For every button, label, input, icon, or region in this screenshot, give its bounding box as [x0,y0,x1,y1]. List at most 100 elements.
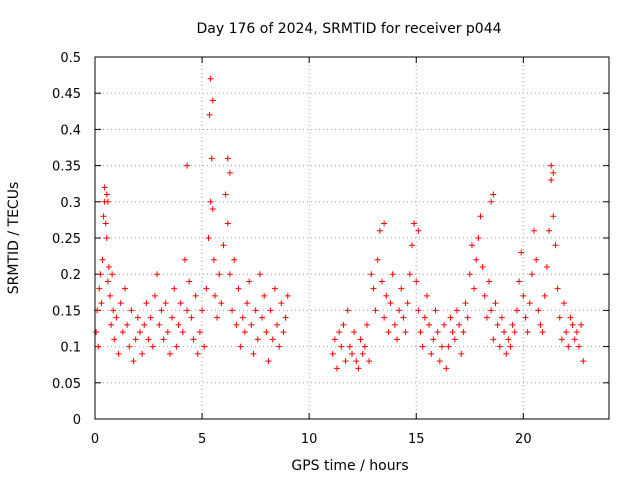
data-point [370,285,377,292]
data-point [432,307,439,314]
data-point [145,336,152,343]
data-point [98,300,105,307]
y-tick-label: 0.4 [60,123,81,138]
data-point [578,321,585,328]
data-point [175,321,182,328]
data-point [111,336,118,343]
data-point [199,307,206,314]
data-point [103,235,110,241]
data-point [528,271,535,278]
y-tick-label: 0 [73,413,81,428]
data-point [235,285,242,292]
data-point [477,213,484,220]
data-point [113,314,120,321]
data-point [505,336,512,343]
data-point [149,343,156,350]
data-point [372,307,379,314]
data-point [267,307,274,314]
data-point [490,336,497,343]
data-point [246,278,253,285]
data-point [95,343,102,350]
data-point [342,358,349,365]
data-point [558,336,565,343]
data-point [580,358,587,365]
data-point [520,292,527,299]
y-tick-label: 0.1 [60,341,81,356]
data-point [430,336,437,343]
data-point [408,242,415,249]
data-point [188,314,195,321]
axis-ticks: 0 0.05 0.1 0.15 0.2 0.25 0.3 0.35 0.4 0.45 0.5 0 5 10… [52,51,609,447]
data-point [269,336,276,343]
data-point [97,271,104,278]
x-axis-label: GPS time / hours [291,458,408,474]
data-point [99,256,106,263]
data-point [366,358,373,365]
data-point [151,292,158,299]
data-point [550,169,557,176]
data-point [250,350,257,357]
data-point [254,336,261,343]
data-point [173,343,180,350]
data-point [522,314,529,321]
data-point [552,242,559,249]
data-point [218,300,225,307]
data-point [280,329,287,336]
y-axis-label: SRMTID / TECUs [6,182,22,295]
data-point [479,263,486,270]
data-point [226,169,233,176]
y-tick-label: 0.35 [52,160,81,175]
data-point [117,300,124,307]
data-point [154,271,161,278]
plot-frame [94,56,610,420]
data-point [336,329,343,336]
data-point [537,321,544,328]
data-point [166,350,173,357]
data-point [404,300,411,307]
data-point [93,329,100,336]
data-point [334,365,341,372]
data-point [194,350,201,357]
data-point [121,285,128,292]
data-point [278,300,285,307]
data-point [171,285,178,292]
data-point [361,343,368,350]
data-point [447,314,454,321]
data-point [569,321,576,328]
data-point [274,321,281,328]
data-point [349,350,355,357]
data-point [385,329,392,336]
data-point [248,321,255,328]
data-point [229,307,236,314]
data-point [209,97,216,104]
data-point [396,307,403,314]
data-point [565,343,572,350]
data-point [511,329,518,336]
data-point [256,271,263,278]
data-point [207,198,214,205]
data-point [353,358,360,365]
data-point [507,343,514,350]
data-point [462,300,469,307]
x-tick-label: 0 [91,432,99,447]
data-point [282,314,289,321]
data-point [103,191,110,198]
data-point [259,314,266,321]
data-point [441,321,448,328]
data-point [516,278,523,285]
data-point [391,321,398,328]
y-tick-label: 0.45 [52,87,81,102]
data-point [466,271,473,278]
data-point [340,321,347,328]
data-point [518,249,525,256]
grid [95,57,609,419]
data-point [541,292,548,299]
data-point [110,307,117,314]
data-point [490,191,497,198]
data-point [271,285,278,292]
data-point [104,198,111,205]
data-point [359,350,366,357]
data-point [481,292,488,299]
data-point [363,321,370,328]
data-point [492,300,499,307]
